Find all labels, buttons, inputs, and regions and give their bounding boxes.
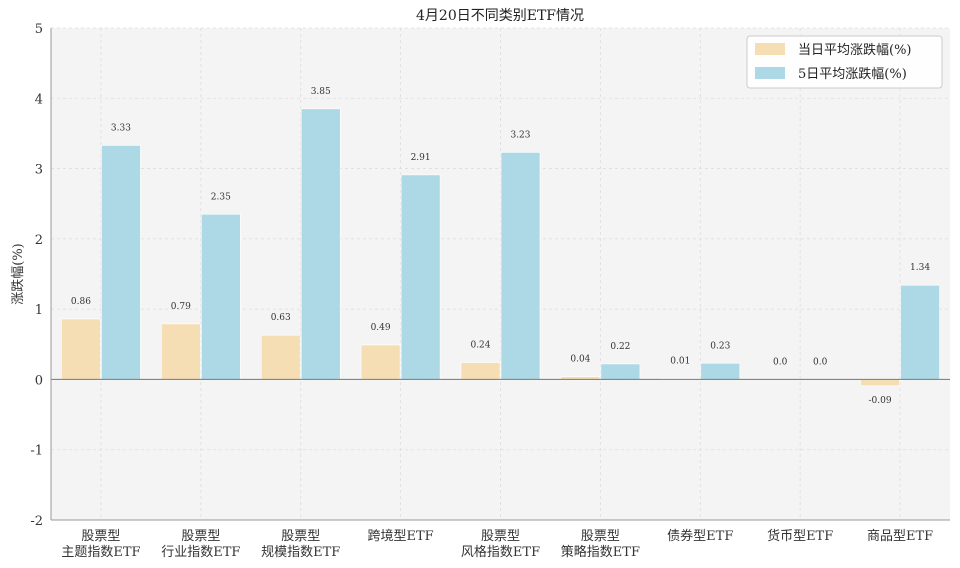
- data-label: 0.63: [271, 313, 291, 323]
- y-tick-label: 4: [35, 92, 43, 107]
- bar-series-1: [61, 318, 101, 380]
- data-label: 2.91: [411, 153, 431, 163]
- data-label: 3.23: [510, 130, 530, 140]
- bar-series-2: [600, 363, 641, 380]
- y-axis-label: 涨跌幅(%): [10, 243, 26, 305]
- legend-swatch-2: [755, 67, 785, 79]
- data-label: 0.24: [470, 341, 490, 351]
- x-tick-label: 策略指数ETF: [561, 544, 640, 560]
- bar-series-2: [300, 108, 341, 380]
- bar-series-1: [860, 379, 900, 387]
- y-tick-label: -1: [30, 444, 43, 459]
- data-label: 2.35: [211, 192, 231, 202]
- data-label: 3.33: [111, 123, 131, 133]
- data-label: 0.0: [813, 357, 828, 367]
- x-tick-label: 货币型ETF: [767, 528, 833, 544]
- y-tick-label: 0: [35, 373, 43, 388]
- grid-lines: [51, 27, 950, 521]
- x-tick-label: 股票型: [181, 529, 220, 544]
- bar-series-2: [201, 213, 241, 380]
- x-tick-label: 股票型: [581, 529, 620, 544]
- data-label: 0.04: [570, 355, 590, 365]
- x-tick-label: 风格指数ETF: [461, 544, 540, 560]
- legend: 当日平均涨跌幅(%) 5日平均涨跌幅(%): [746, 35, 943, 89]
- y-tick-label: 1: [35, 303, 43, 318]
- data-label: 0.01: [670, 357, 690, 367]
- y-tick-label: 2: [35, 233, 43, 248]
- legend-swatch-1: [755, 43, 785, 55]
- x-tick-label: 债券型ETF: [667, 528, 733, 544]
- bar-series-2: [700, 362, 741, 380]
- axes-group: [50, 28, 950, 521]
- legend-label-2: 5日平均涨跌幅(%): [798, 66, 907, 82]
- bar-series-2: [101, 145, 141, 380]
- data-label: 0.86: [71, 297, 91, 307]
- y-tick-label: 3: [35, 163, 43, 178]
- data-label: 0.23: [710, 341, 730, 351]
- data-label: 0.79: [171, 302, 191, 312]
- x-tick-label: 股票型: [481, 529, 520, 544]
- x-tick-label: 主题指数ETF: [61, 545, 140, 560]
- bar-series-2: [400, 174, 441, 380]
- bar-labels-group: 0.86 0.79 0.63 0.49 0.24 0.04 0.01 0.0 -0.09 3.33…: [71, 87, 930, 406]
- x-tick-label: 商品型ETF: [867, 529, 933, 544]
- data-label: -0.09: [869, 396, 892, 406]
- bar-series-1: [360, 344, 401, 380]
- bar-series-2: [500, 152, 541, 380]
- legend-label-1: 当日平均涨跌幅(%): [798, 42, 912, 58]
- data-label: 1.34: [910, 263, 930, 273]
- bar-series-1: [161, 323, 201, 380]
- x-tick-label: 跨境型ETF: [368, 529, 434, 544]
- data-label: 0.0: [773, 357, 788, 367]
- bar-series-1: [460, 362, 501, 380]
- bars-group: [61, 108, 940, 387]
- bar-series-2: [900, 284, 940, 380]
- data-label: 3.85: [311, 87, 331, 97]
- x-tick-label: 股票型: [281, 529, 320, 544]
- data-label: 0.49: [371, 323, 391, 333]
- x-tick-label: 规模指数ETF: [261, 545, 340, 560]
- x-tick-label: 股票型: [81, 529, 120, 544]
- bar-series-1: [260, 334, 301, 380]
- y-tick-labels: -2 -1 0 1 2 3 4 5: [30, 22, 43, 529]
- legend-box: [746, 35, 943, 89]
- x-tick-label: 行业指数ETF: [161, 545, 240, 560]
- y-tick-label: -2: [30, 514, 43, 529]
- chart-title: 4月20日不同类别ETF情况: [416, 8, 584, 24]
- data-label: 0.22: [610, 342, 630, 352]
- y-tick-label: 5: [35, 22, 43, 37]
